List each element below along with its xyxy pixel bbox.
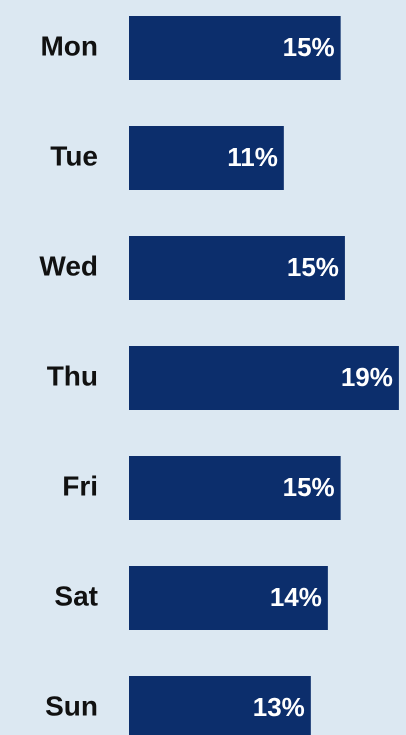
bar [129,346,399,410]
category-label: Fri [62,470,98,501]
bar [129,456,341,520]
value-label: 19% [341,362,393,392]
value-label: 15% [283,32,335,62]
bar [129,236,345,300]
value-label: 14% [270,582,322,612]
category-label: Mon [40,30,98,61]
value-label: 11% [227,142,278,172]
value-label: 15% [283,472,335,502]
value-label: 15% [287,252,339,282]
bar [129,676,311,735]
bar [129,16,341,80]
category-label: Sat [54,580,98,611]
category-label: Thu [47,360,98,391]
category-label: Tue [50,140,98,171]
category-label: Wed [39,250,98,281]
category-label: Sun [45,690,98,721]
bar [129,126,284,190]
value-label: 13% [253,692,305,722]
bar [129,566,328,630]
